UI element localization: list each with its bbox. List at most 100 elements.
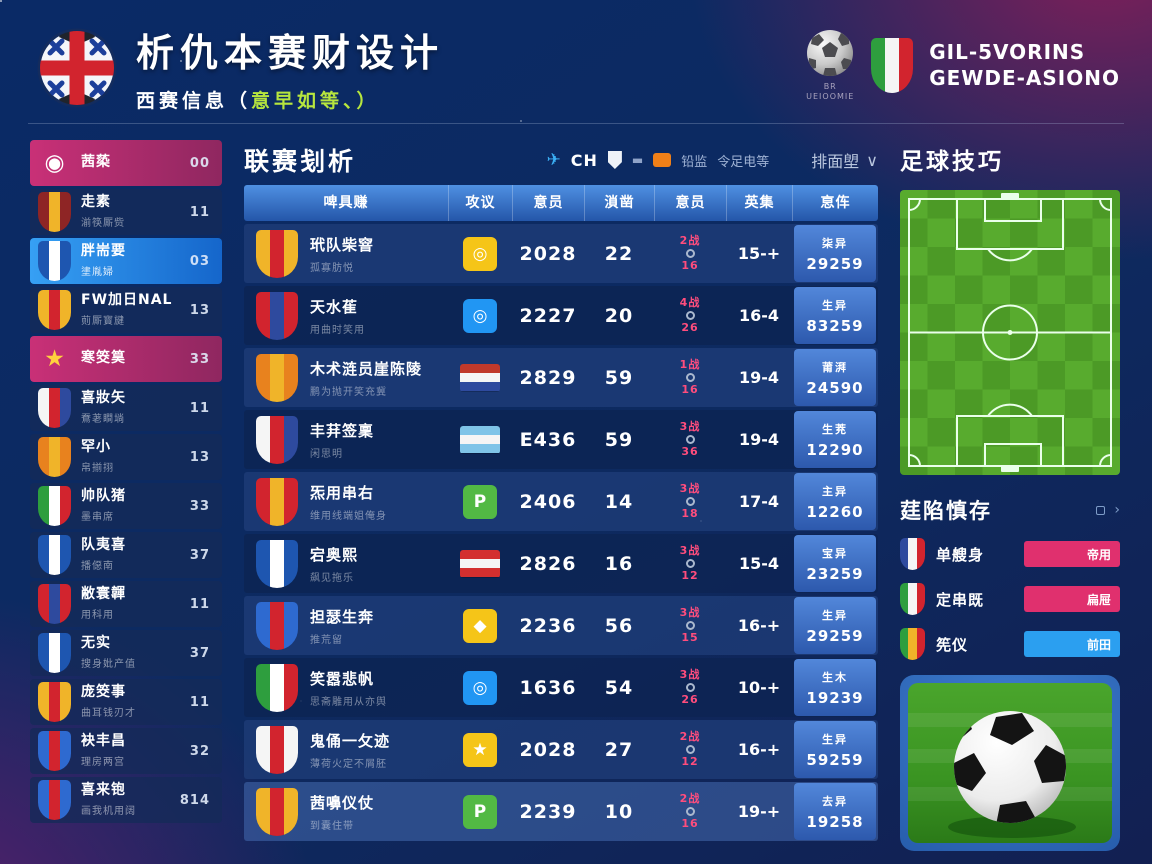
form-tag: 2战 16 [679,792,701,830]
sidebar: ◉ 茜蒅 00 走素 湔筷厮赀 11 胖耑要 堻胤婦 03 FW加日NAL 荝厮… [30,140,222,823]
team-badge [256,291,298,340]
sidebar-item[interactable]: 走素 湔筷厮赀 11 [30,189,222,235]
jet-icon[interactable]: ✈ [546,150,561,170]
team-badge [256,601,298,650]
form-tag: 2战 12 [679,730,701,768]
sidebar-item[interactable]: ◉ 茜蒅 00 [30,140,222,186]
table-row[interactable]: 茜嚊仪仗 到囊住带 P 2239 10 2战 16 19-+ 去异 19258 [244,782,878,841]
chevron-right-icon[interactable]: › [1114,502,1120,518]
table-body: 玳队柴窨 孤寡肪悦 ◎ 2028 22 2战 16 15-+ 柒异 29259 [244,224,878,841]
points-value: 22 [604,242,634,265]
sidebar-item[interactable]: ★ 寒筊筽 33 [30,336,222,382]
sidebar-item-sub: 鴌荖瞷埫 [81,413,125,425]
points-value: 10 [604,800,634,823]
sidebar-item[interactable]: 罕小 帛揃挧 13 [30,434,222,480]
table-row[interactable]: 玳队柴窨 孤寡肪悦 ◎ 2028 22 2战 16 15-+ 柒异 29259 [244,224,878,283]
odds-button[interactable]: 生异 59259 [794,721,876,778]
league-label: 定串既 [936,590,985,609]
odds-button[interactable]: 主异 12260 [794,473,876,530]
draw-ring-icon [685,621,695,630]
team-badge [38,290,71,330]
league-action-button[interactable]: 帝用 [1024,541,1120,567]
team-badge [256,477,298,526]
odds-button[interactable]: 生异 83259 [794,287,876,344]
odds-button[interactable]: 宝异 23259 [794,535,876,592]
table-row[interactable]: 天水萑 用曲时笑用 ◎ 2227 20 4战 26 16-4 生异 83259 [244,286,878,345]
sidebar-item[interactable]: 喜妝矢 鴌荖瞷埫 11 [30,385,222,431]
team-sub: 用曲时笑用 [310,324,365,336]
record-value: 10-+ [737,678,781,697]
football-pitch [900,190,1120,475]
odds-button[interactable]: 生异 29259 [794,597,876,654]
sidebar-item-label: 无实 [81,635,111,652]
team-name: 木术涟员崖陈陵 [310,359,423,378]
expand-icon[interactable] [1096,505,1106,515]
team-name: 玳队柴窨 [310,235,375,254]
france-flag-shield [900,538,925,570]
football-photo [908,683,1112,843]
sidebar-item-sub: 曲耳钱刃才 [81,707,136,719]
record-value: 15-4 [738,554,780,573]
form-tag: 3战 12 [679,544,701,582]
team-badge [38,486,71,526]
table-row[interactable]: 木术涟员崖陈陵 鹏为抛开笑充冀 2829 59 1战 16 19-4 莆湃 24… [244,348,878,407]
odds-button[interactable]: 莆湃 24590 [794,349,876,406]
table-row[interactable]: 鬼俑一攵迹 薄荷火定不屑胚 ★ 2028 27 2战 12 16-+ 生异 59… [244,720,878,779]
league-action-button[interactable]: 扁屉 [1024,586,1120,612]
record-value: 16-+ [737,740,781,759]
team-badge [38,731,71,771]
table-row[interactable]: 炁用串右 维用线端姐俺身 P 2406 14 3战 18 17-4 主异 122… [244,472,878,531]
points-value: 14 [604,490,634,513]
draw-ring-icon [685,683,695,692]
sidebar-item[interactable]: 胖耑要 堻胤婦 03 [30,238,222,284]
sidebar-item[interactable]: FW加日NAL 荝厮寳旔 13 [30,287,222,333]
odds-button[interactable]: 柒异 29259 [794,225,876,282]
team-badge [256,539,298,588]
team-sub: 薄荷火定不屑胚 [310,758,387,770]
odds-value: 1636 [519,676,577,699]
team-badge [38,682,71,722]
sidebar-item-count: 32 [189,743,210,759]
sidebar-item[interactable]: 队夷喜 播僫南 37 [30,532,222,578]
orange-tag-icon[interactable] [653,153,672,167]
coin-icon: ◎ [463,236,497,271]
sort-dropdown[interactable]: 排面塱 ∨ [811,150,878,172]
odds-button[interactable]: 生茺 12290 [794,411,876,468]
league-item[interactable]: 单艘身 帝用 [900,538,1120,570]
form-tag: 3战 15 [679,606,701,644]
team-badge [256,787,298,836]
table-row[interactable]: 笑嚣悲帆 思斋雕用从亦舆 ◎ 1636 54 3战 26 10-+ 生木 192… [244,658,878,717]
sidebar-item[interactable]: 敝寰韗 用科用 11 [30,581,222,627]
team-sub: 飙见拖乐 [310,572,354,584]
site-logo-crest-icon [37,28,117,107]
team-sub: 推荒留 [310,634,343,646]
record-value: 16-4 [738,306,780,325]
table-row[interactable]: 宕奥熙 飙见拖乐 2826 16 3战 12 15-4 宝异 23259 [244,534,878,593]
league-item[interactable]: 定串既 扁屉 [900,583,1120,615]
sidebar-item-label: 喜妝矢 [81,390,126,407]
sidebar-item[interactable]: 庞筊事 曲耳钱刃才 11 [30,679,222,725]
sidebar-item[interactable]: 无实 搜身妣产值 37 [30,630,222,676]
gray-football-icon [807,30,854,76]
odds-value: 2227 [519,304,577,327]
sidebar-item[interactable]: 喜来铇 画我机用阔 814 [30,777,222,823]
shield-icon[interactable] [607,151,622,169]
sidebar-item-count: 11 [189,400,210,416]
table-row[interactable]: 丰荓签稟 闲思明 E436 59 3战 36 19-4 生茺 12290 [244,410,878,469]
sidebar-item[interactable]: 袂丰昌 理房两宫 32 [30,728,222,774]
sidebar-item-sub: 荝厮寳旔 [81,315,125,327]
league-item[interactable]: 筅仪 前田 [900,628,1120,660]
odds-value: E436 [519,428,577,451]
draw-ring-icon [685,373,695,382]
target-icon: ◎ [463,670,497,705]
odds-button[interactable]: 去异 19258 [794,783,876,840]
sidebar-item[interactable]: 帅队猪 墨串席 33 [30,483,222,529]
table-row[interactable]: 担瑟生奔 推荒留 ◆ 2236 56 3战 15 16-+ 生异 29259 [244,596,878,655]
football-photo-card [900,675,1120,851]
odds-button[interactable]: 生木 19239 [794,659,876,716]
football-icon: ◉ [44,150,65,176]
column-label: 英集 [726,185,792,221]
draw-ring-icon [685,745,695,754]
sidebar-item-count: 33 [189,498,210,514]
league-action-button[interactable]: 前田 [1024,631,1120,657]
